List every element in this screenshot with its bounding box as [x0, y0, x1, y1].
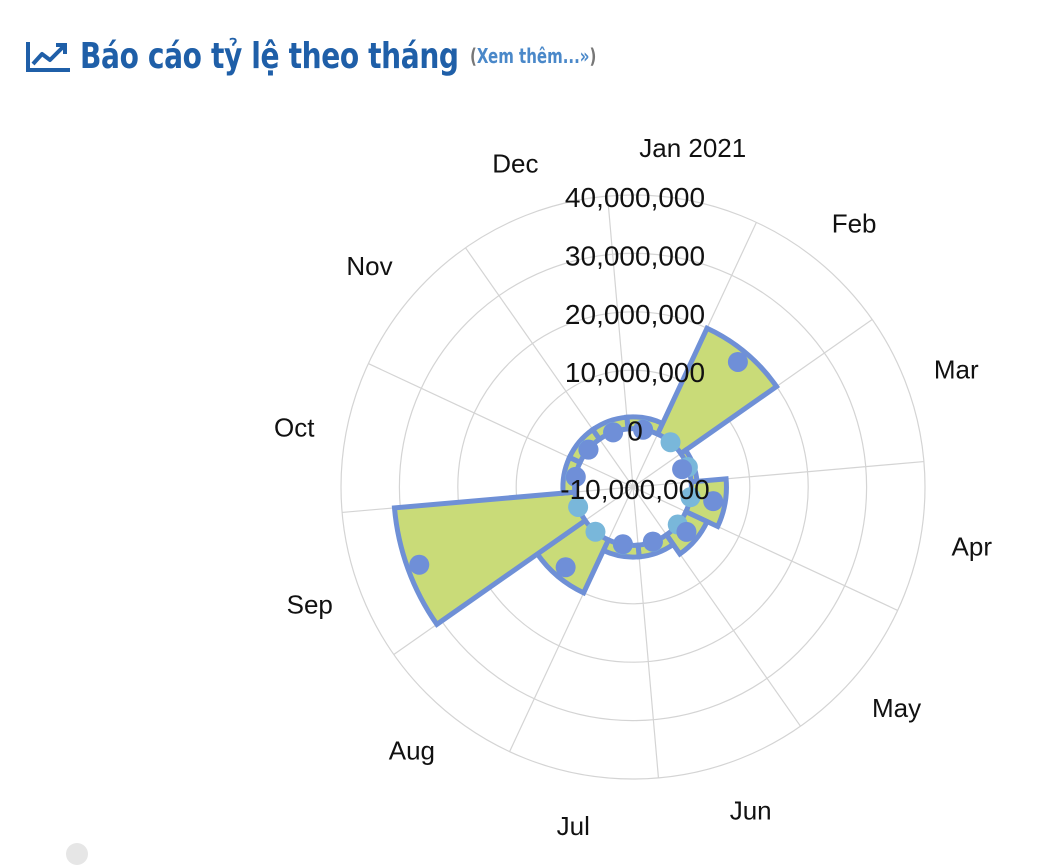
- value-point: [672, 459, 693, 480]
- value-points: [409, 351, 748, 578]
- month-label: Sep: [287, 590, 333, 620]
- see-more-link[interactable]: (Xem thêm...»): [470, 44, 597, 68]
- radial-tick-labels: -10,000,000 0 10,000,000 20,000,000 30,000,0…: [560, 182, 709, 505]
- month-label: Dec: [492, 149, 538, 179]
- tick-label: 10,000,000: [565, 357, 705, 388]
- month-label: May: [872, 693, 921, 723]
- value-point: [409, 554, 430, 575]
- tick-label: 40,000,000: [565, 182, 705, 213]
- grid-ring: [515, 369, 751, 605]
- month-label: Mar: [934, 354, 979, 384]
- scroll-indicator: [66, 843, 88, 865]
- grid-ring: [340, 194, 926, 780]
- month-label: Nov: [346, 251, 392, 281]
- zero-point: [585, 521, 606, 542]
- value-point: [565, 466, 586, 487]
- grid-spoke: [368, 363, 634, 488]
- grid-ring: [457, 311, 809, 663]
- tick-label: -10,000,000: [560, 474, 709, 505]
- zero-point: [568, 496, 589, 517]
- month-label: Apr: [952, 532, 993, 562]
- tick-label: 20,000,000: [565, 299, 705, 330]
- value-point: [612, 534, 633, 555]
- grid-ring: [398, 252, 868, 722]
- grid-spoke: [632, 460, 924, 488]
- value-point: [676, 521, 697, 542]
- month-label: Jul: [557, 811, 590, 841]
- month-label: Jan 2021: [639, 133, 746, 163]
- value-point: [727, 351, 748, 372]
- line-chart-icon: [26, 42, 70, 72]
- grid-spoke: [509, 486, 634, 752]
- grid-spoke: [632, 486, 660, 778]
- value-point: [703, 491, 724, 512]
- value-point: [642, 531, 663, 552]
- month-label: Aug: [389, 736, 435, 766]
- page-title: Báo cáo tỷ lệ theo tháng: [80, 35, 459, 77]
- polar-grid: [340, 194, 926, 780]
- grid-spoke: [632, 486, 898, 611]
- grid-spoke: [632, 486, 801, 727]
- grid-spoke: [606, 196, 634, 488]
- month-labels: Jan 2021 Feb Mar Apr May Jun Jul Aug Sep Oct Nov De…: [274, 133, 992, 841]
- value-point: [633, 419, 654, 440]
- value-point: [555, 557, 576, 578]
- tick-label: 0: [627, 416, 643, 447]
- value-point: [603, 422, 624, 443]
- report-header: Báo cáo tỷ lệ theo tháng: [24, 28, 565, 84]
- month-label: Jun: [730, 795, 772, 825]
- month-label: Oct: [274, 412, 315, 442]
- zero-point: [680, 487, 701, 508]
- zero-point: [660, 432, 681, 453]
- grid-spoke: [465, 247, 634, 488]
- month-label: Feb: [832, 208, 877, 238]
- tick-label: 30,000,000: [565, 240, 705, 271]
- value-point: [578, 439, 599, 460]
